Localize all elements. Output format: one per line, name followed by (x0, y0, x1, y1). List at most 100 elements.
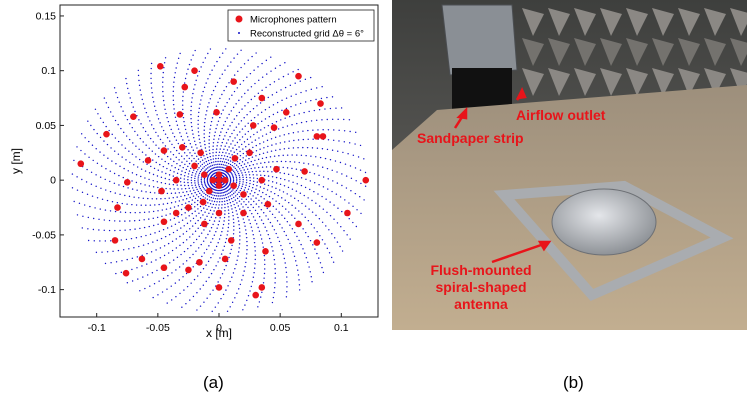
grid-point (88, 156, 90, 158)
microphone-point (225, 165, 233, 173)
grid-point (173, 136, 176, 138)
grid-point (242, 166, 244, 169)
grid-point (254, 254, 257, 256)
grid-point (140, 175, 142, 178)
grid-point (203, 188, 205, 190)
grid-point (250, 98, 253, 101)
grid-point (309, 271, 311, 273)
grid-point (213, 269, 215, 271)
microphone-point (227, 237, 235, 244)
grid-point (282, 191, 285, 193)
grid-point (198, 186, 201, 188)
grid-point (212, 188, 214, 190)
grid-point (88, 140, 90, 143)
grid-point (76, 146, 78, 148)
grid-point (265, 86, 267, 89)
grid-point (254, 95, 256, 98)
grid-point (206, 110, 208, 112)
grid-point (273, 291, 275, 294)
grid-point (336, 241, 339, 243)
grid-point (293, 161, 296, 163)
grid-point (284, 178, 286, 181)
grid-point (296, 154, 298, 156)
grid-point (169, 124, 171, 127)
grid-point (213, 234, 216, 236)
grid-point (235, 126, 238, 128)
grid-point (182, 166, 184, 169)
foam-wedge (626, 8, 648, 36)
grid-point (236, 141, 239, 144)
grid-point (182, 100, 184, 102)
grid-point (225, 158, 227, 161)
grid-point (152, 96, 154, 99)
grid-point (124, 114, 126, 117)
grid-point (172, 95, 174, 97)
grid-point (221, 204, 223, 206)
grid-point (129, 123, 131, 125)
grid-point (309, 188, 311, 191)
grid-point (254, 209, 257, 212)
grid-point (287, 73, 289, 75)
grid-point (87, 239, 90, 242)
grid-point (215, 160, 217, 163)
grid-point (221, 192, 223, 194)
grid-point (206, 178, 209, 180)
grid-point (148, 185, 151, 187)
grid-point (223, 269, 226, 271)
grid-point (181, 170, 183, 172)
grid-point (247, 188, 250, 190)
grid-point (227, 230, 229, 232)
grid-point (172, 231, 175, 234)
grid-point (145, 111, 148, 114)
grid-point (214, 85, 217, 88)
grid-point (286, 193, 288, 195)
grid-point (305, 178, 307, 181)
grid-point (279, 148, 281, 151)
grid-point (174, 282, 177, 284)
foam-wedge (652, 68, 674, 96)
grid-point (200, 189, 203, 191)
grid-point (172, 175, 174, 177)
grid-point (291, 228, 294, 230)
grid-point (286, 125, 289, 127)
foam-wedge (704, 8, 726, 36)
microphone-point (185, 266, 192, 274)
grid-point (226, 310, 229, 313)
grid-point (191, 184, 193, 187)
grid-point (233, 196, 235, 199)
grid-point (192, 169, 195, 171)
grid-point (263, 254, 266, 257)
grid-point (239, 83, 242, 85)
x-tick-label: -0.1 (88, 322, 106, 334)
grid-point (268, 180, 270, 182)
grid-point (156, 175, 159, 177)
grid-point (194, 222, 197, 225)
grid-point (166, 192, 169, 195)
grid-point (257, 123, 259, 125)
grid-point (217, 224, 220, 226)
grid-point (182, 108, 184, 111)
grid-point (152, 210, 155, 213)
grid-point (228, 82, 230, 84)
grid-point (349, 130, 351, 133)
grid-point (231, 154, 233, 156)
x-tick-label: 0.05 (270, 322, 291, 334)
grid-point (252, 164, 254, 166)
grid-point (262, 282, 265, 284)
grid-point (327, 129, 330, 131)
grid-point (241, 143, 243, 146)
grid-point (148, 225, 150, 228)
grid-point (144, 170, 147, 172)
grid-point (270, 70, 272, 72)
grid-point (263, 198, 265, 200)
microphone-point (144, 157, 152, 164)
grid-point (217, 242, 219, 244)
grid-point (345, 187, 348, 189)
grid-point (226, 149, 229, 151)
grid-point (248, 185, 251, 188)
grid-point (169, 213, 171, 215)
grid-point (236, 134, 239, 136)
grid-point (233, 129, 235, 132)
grid-point (230, 190, 233, 192)
grid-point (185, 73, 188, 75)
